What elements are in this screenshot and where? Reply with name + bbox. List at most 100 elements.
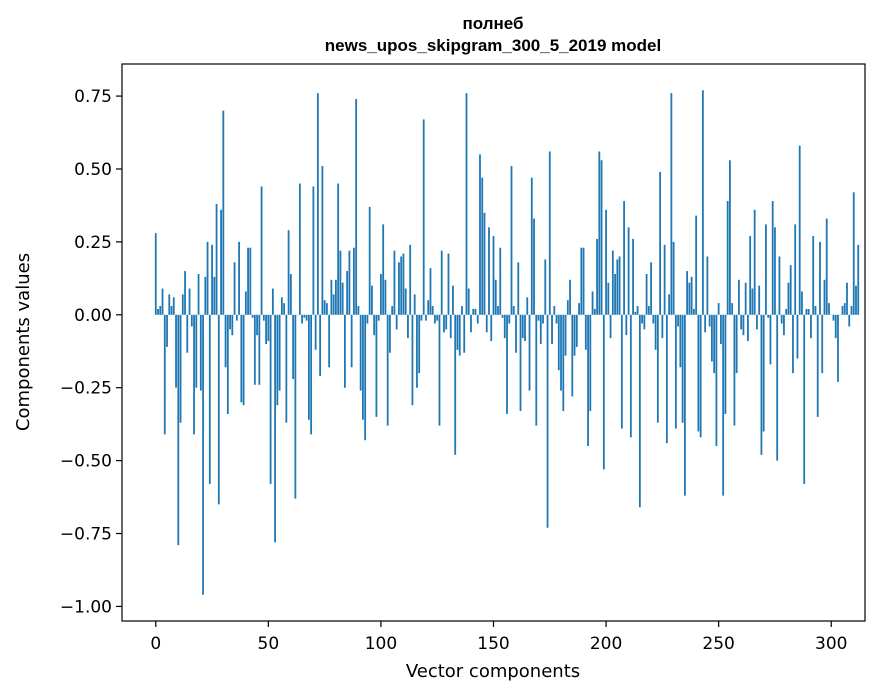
bar-component-210 [627, 227, 630, 315]
bar-component-208 [623, 201, 625, 315]
bar-component-274 [771, 201, 774, 315]
bar-component-279 [783, 314, 785, 336]
bar-component-241 [697, 314, 700, 432]
bar-component-155 [503, 314, 506, 339]
x-tick-label-3: 150 [477, 634, 509, 654]
bar-component-56 [280, 297, 283, 315]
bar-component-268 [758, 285, 761, 315]
bars-group [154, 90, 860, 595]
bar-component-60 [289, 273, 292, 315]
y-tick-label-4: −0.25 [60, 379, 112, 399]
bar-component-282 [789, 265, 792, 315]
bar-component-292 [812, 236, 815, 315]
bar-component-211 [629, 314, 632, 438]
bar-component-256 [731, 303, 734, 315]
bar-component-107 [395, 314, 398, 330]
bar-component-266 [753, 209, 756, 315]
bar-component-82 [339, 250, 342, 315]
bar-component-21 [202, 314, 204, 595]
bar-component-233 [679, 314, 682, 368]
bar-component-216 [641, 314, 643, 324]
bar-component-106 [393, 250, 396, 315]
bar-component-182 [564, 314, 567, 356]
bar-component-9 [175, 314, 177, 388]
bar-component-196 [596, 238, 598, 315]
bar-component-220 [650, 262, 653, 315]
bar-component-308 [848, 314, 851, 327]
bar-component-294 [816, 314, 819, 417]
bar-component-290 [807, 308, 810, 315]
bar-component-156 [506, 314, 508, 414]
bar-component-157 [508, 314, 511, 324]
bar-component-309 [850, 306, 853, 315]
bar-component-224 [659, 171, 662, 315]
bar-component-152 [497, 306, 499, 315]
bar-component-212 [632, 238, 634, 315]
bar-component-50 [267, 314, 270, 342]
bar-component-34 [231, 314, 234, 336]
bar-component-284 [794, 224, 797, 315]
bar-component-85 [346, 271, 349, 315]
x-tick-label-6: 300 [815, 634, 847, 654]
bar-component-237 [688, 282, 691, 315]
bar-component-189 [580, 247, 583, 315]
bar-component-254 [726, 201, 729, 315]
bar-component-236 [686, 271, 689, 315]
bar-component-18 [195, 314, 198, 388]
bar-component-68 [307, 314, 310, 420]
bar-component-138 [465, 93, 468, 315]
y-tick-label-5: −0.50 [60, 452, 112, 472]
bar-component-121 [427, 300, 430, 315]
bar-component-129 [445, 314, 448, 330]
bar-component-55 [278, 314, 281, 391]
bar-component-257 [733, 314, 736, 426]
bar-component-69 [310, 314, 313, 435]
bar-component-144 [479, 154, 481, 315]
bar-component-143 [476, 314, 479, 324]
bar-component-273 [769, 314, 772, 365]
bar-component-128 [443, 314, 445, 333]
bar-component-165 [526, 297, 529, 315]
x-tick-label-2: 100 [365, 634, 397, 654]
bar-component-7 [170, 306, 173, 315]
bar-component-191 [584, 314, 587, 350]
bar-component-201 [607, 282, 610, 315]
bar-component-213 [634, 311, 637, 315]
bar-component-137 [463, 314, 466, 353]
bar-component-33 [229, 314, 231, 330]
bar-component-226 [663, 244, 666, 315]
bar-component-27 [215, 203, 218, 315]
bar-component-271 [765, 224, 767, 315]
bar-component-219 [647, 306, 650, 315]
bar-component-217 [643, 314, 646, 330]
bar-component-250 [717, 303, 720, 315]
bar-component-251 [720, 314, 722, 344]
bar-component-13 [184, 271, 186, 315]
bar-component-221 [652, 314, 655, 324]
bar-component-198 [600, 160, 603, 315]
x-tick-label-1: 50 [258, 634, 280, 654]
bar-component-120 [425, 314, 427, 321]
bar-component-149 [490, 314, 493, 342]
bar-component-81 [337, 183, 340, 315]
bar-component-311 [855, 285, 857, 315]
bar-component-90 [357, 306, 360, 315]
bar-component-264 [749, 236, 752, 315]
bar-component-61 [292, 314, 295, 379]
bar-component-12 [181, 294, 184, 315]
bar-component-225 [661, 314, 664, 339]
bar-component-242 [699, 314, 702, 438]
bar-component-22 [204, 276, 207, 315]
bar-component-133 [454, 314, 457, 455]
bar-component-24 [208, 314, 211, 484]
bar-component-179 [557, 314, 560, 371]
bar-component-130 [447, 253, 450, 315]
bar-component-298 [825, 218, 828, 315]
bar-component-204 [614, 273, 616, 315]
bar-component-109 [400, 256, 403, 315]
bar-component-103 [386, 314, 389, 426]
bar-component-181 [562, 314, 565, 412]
bar-component-87 [350, 314, 353, 368]
bar-component-134 [456, 314, 459, 350]
